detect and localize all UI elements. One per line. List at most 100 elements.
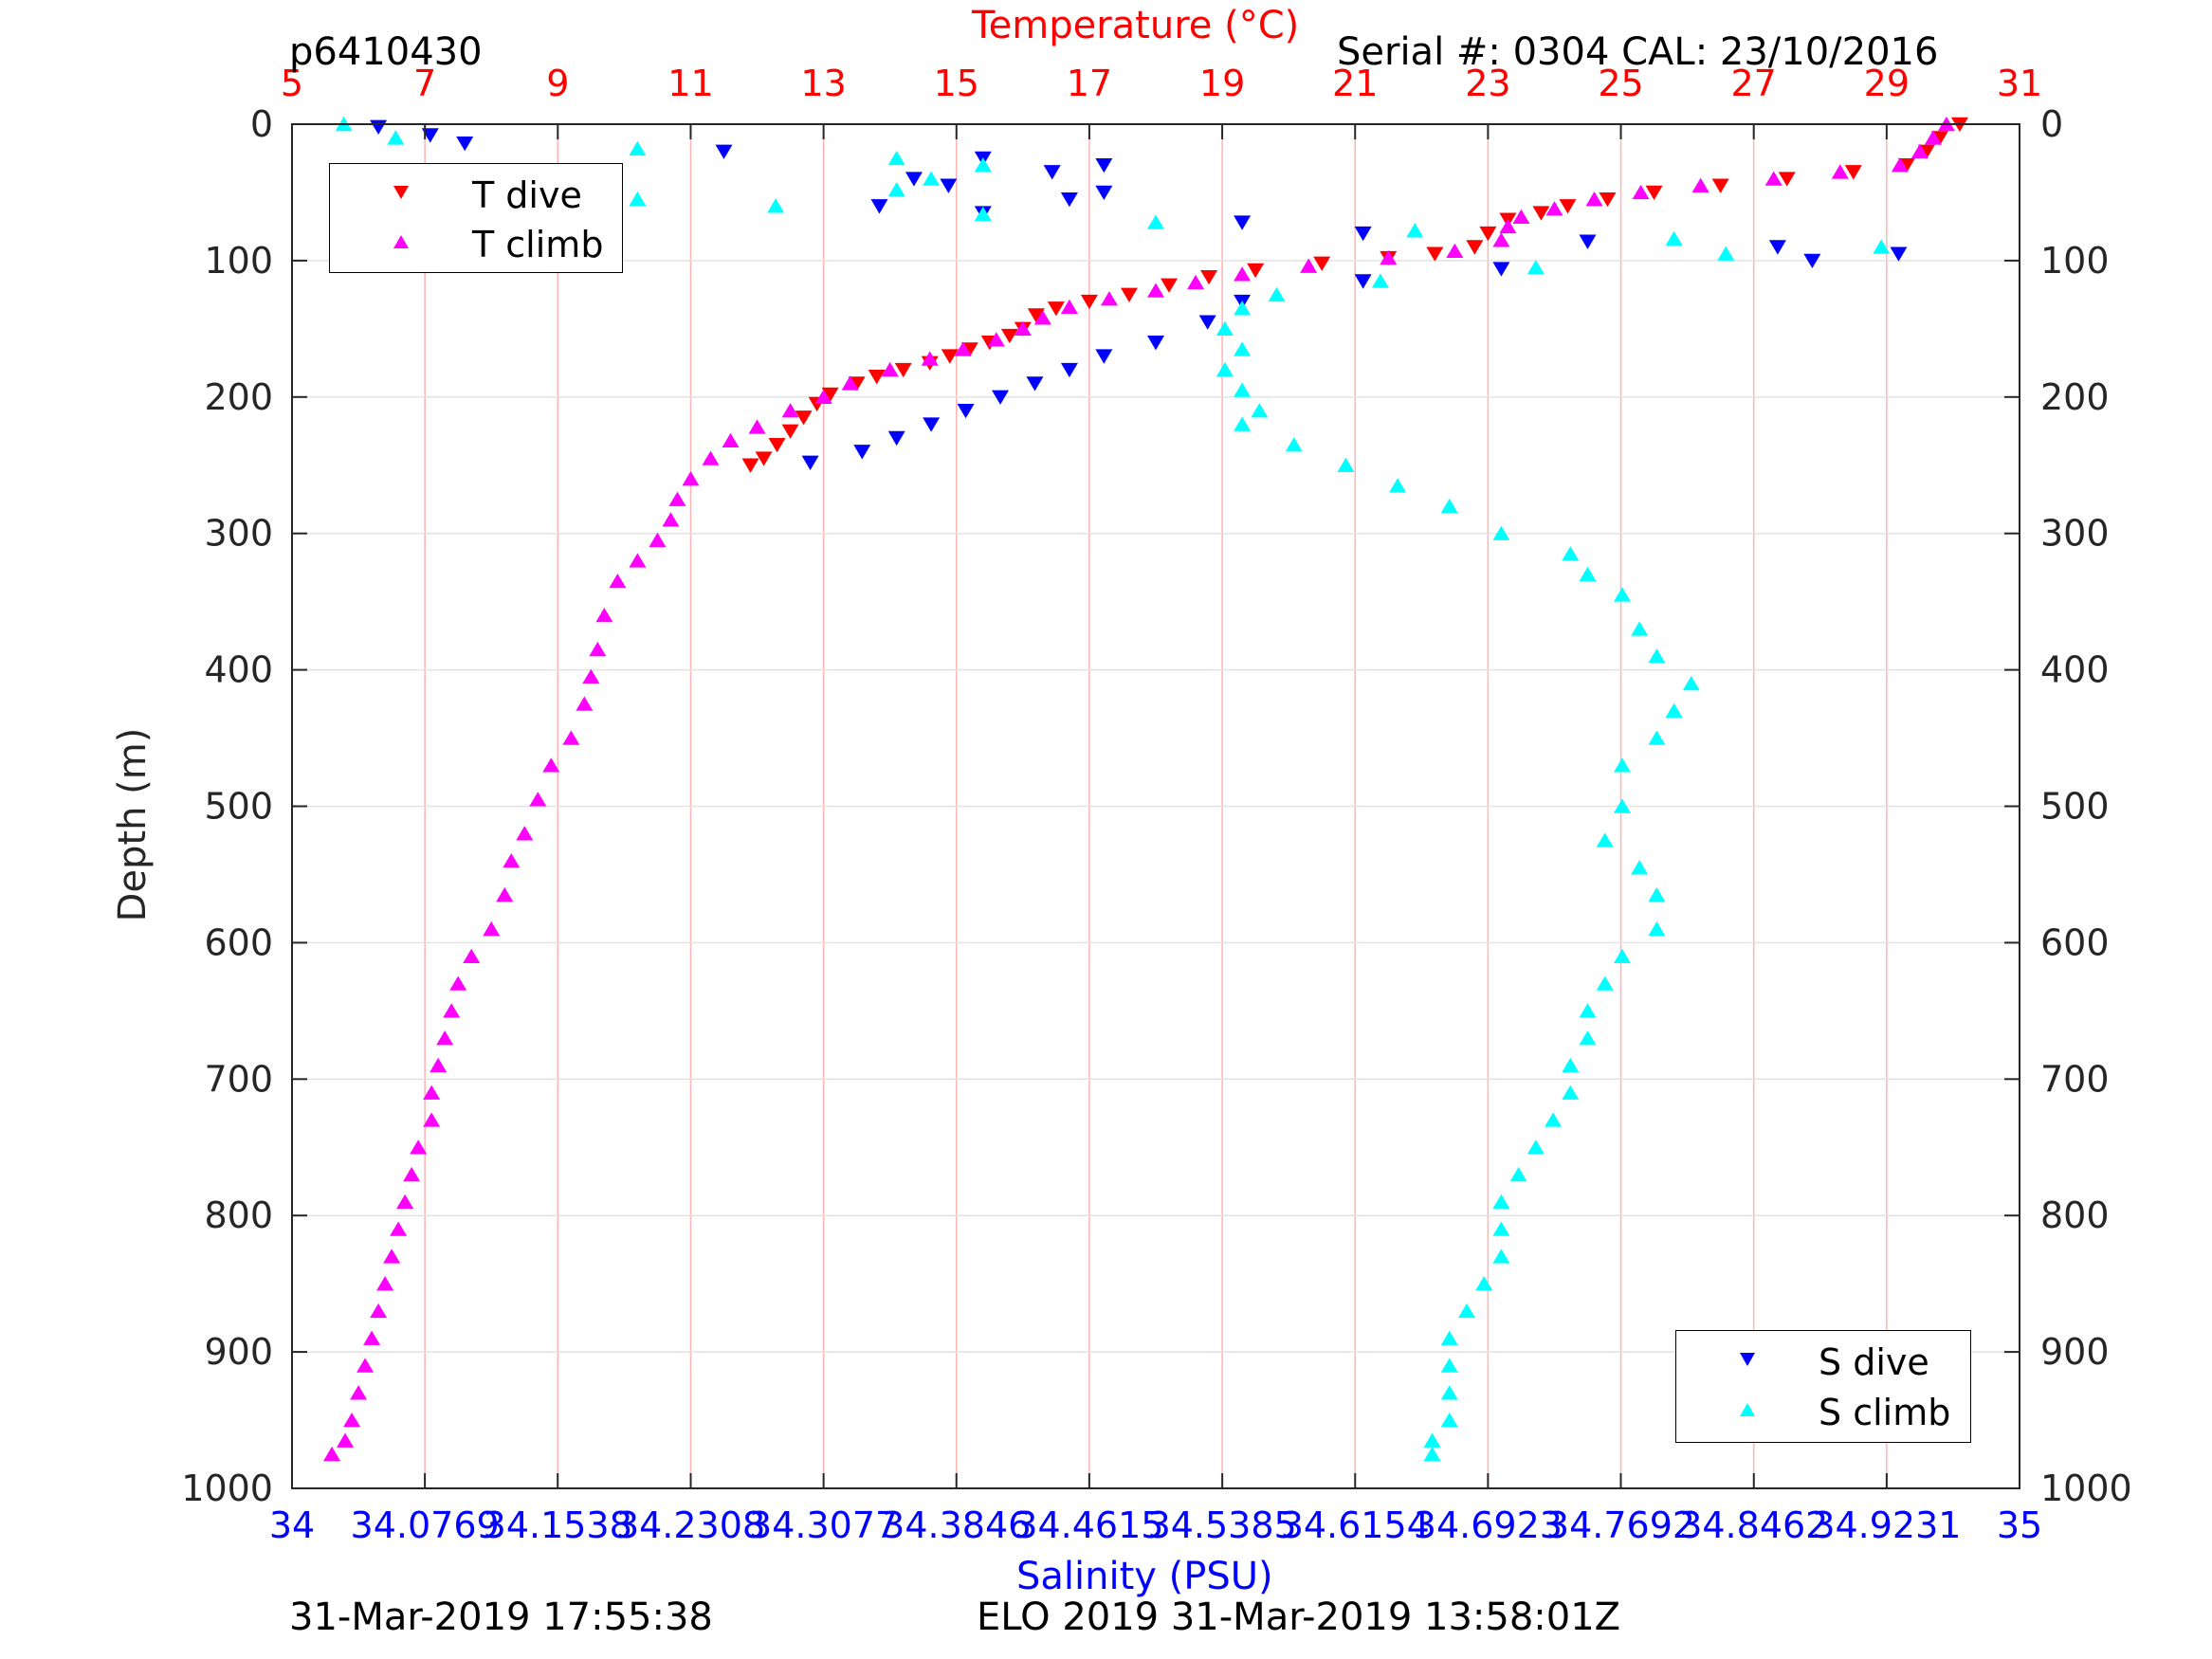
data-point — [795, 410, 813, 426]
data-point — [1475, 1276, 1493, 1291]
depth-tick-label-right: 300 — [2040, 513, 2110, 555]
data-point — [1682, 675, 1700, 691]
data-point — [801, 455, 819, 470]
data-point — [423, 1085, 441, 1100]
data-point — [957, 403, 975, 419]
data-point — [649, 532, 667, 548]
data-point — [423, 1112, 441, 1127]
temperature-tick-label: 15 — [934, 63, 979, 104]
profile-id-label: p6410430 — [289, 30, 483, 74]
data-point — [1545, 1112, 1563, 1127]
data-point — [456, 136, 474, 152]
data-point — [337, 1432, 355, 1448]
data-point — [781, 403, 799, 418]
data-point — [1532, 206, 1550, 221]
salinity-tick-label: 34.3846 — [882, 1504, 1031, 1546]
salinity-tick-label: 34.4615 — [1015, 1504, 1163, 1546]
data-point — [1479, 226, 1497, 242]
timestamp-left: 31-Mar-2019 17:55:38 — [289, 1595, 713, 1639]
data-point — [1492, 1249, 1510, 1264]
serial-cal-label: Serial #: 0304 CAL: 23/10/2016 — [1337, 30, 1939, 74]
data-point — [1216, 361, 1234, 377]
salinity-tick-label: 34.5385 — [1148, 1504, 1297, 1546]
data-point — [463, 948, 481, 963]
data-point — [1873, 239, 1891, 254]
data-point — [1562, 1085, 1580, 1100]
salinity-tick-label: 34.7692 — [1546, 1504, 1695, 1546]
data-point — [1440, 1385, 1458, 1400]
salinity-tick-label: 34.6923 — [1414, 1504, 1563, 1546]
data-point — [1562, 1057, 1580, 1073]
data-point — [887, 430, 905, 447]
data-point — [629, 553, 647, 568]
data-point — [1665, 230, 1683, 246]
salinity-tick-label: 34 — [269, 1504, 315, 1546]
data-point — [1512, 209, 1530, 225]
depth-tick-label-right: 600 — [2040, 921, 2110, 963]
data-point — [376, 1276, 394, 1291]
data-point — [853, 445, 871, 460]
temperature-tick-label: 9 — [546, 63, 569, 104]
data-point — [323, 1446, 341, 1462]
data-point — [1234, 215, 1252, 230]
t-climb-marker-icon — [393, 235, 409, 248]
data-point — [576, 696, 594, 711]
data-point — [1613, 798, 1631, 813]
data-point — [629, 191, 647, 207]
data-point — [992, 390, 1010, 405]
data-point — [1147, 336, 1164, 351]
data-point — [1613, 948, 1631, 963]
depth-tick-label-left: 400 — [204, 649, 273, 691]
data-point — [1095, 157, 1113, 173]
data-point — [1313, 256, 1331, 271]
temperature-legend: T dive T climb — [329, 163, 623, 273]
data-point — [1354, 274, 1372, 289]
data-point — [1648, 648, 1666, 664]
data-point — [356, 1358, 375, 1373]
data-point — [1000, 328, 1018, 344]
data-point — [1768, 240, 1786, 255]
data-point — [1890, 246, 1908, 262]
grid-lines — [291, 123, 2020, 1489]
data-point — [1251, 403, 1269, 418]
data-point — [390, 1221, 408, 1236]
axis-ticks — [291, 123, 2020, 1489]
data-point — [767, 198, 785, 213]
data-point — [383, 1249, 401, 1264]
temperature-tick-label: 21 — [1332, 63, 1378, 104]
data-point — [589, 641, 607, 657]
depth-tick-label-left: 900 — [204, 1331, 273, 1373]
data-point — [841, 375, 859, 391]
temperature-tick-label: 11 — [667, 63, 713, 104]
data-point — [1499, 218, 1517, 234]
data-point — [974, 206, 992, 222]
data-point — [1200, 269, 1218, 285]
data-point — [1440, 1330, 1458, 1345]
data-point — [954, 341, 972, 356]
depth-tick-label-right: 200 — [2040, 376, 2110, 418]
depth-tick-label-right: 800 — [2040, 1194, 2110, 1236]
depth-tick-label-left: 300 — [204, 513, 273, 555]
data-point — [1234, 266, 1252, 282]
data-point — [781, 424, 799, 439]
data-point — [940, 178, 958, 193]
data-point — [350, 1385, 368, 1400]
salinity-tick-label: 34.8462 — [1679, 1504, 1828, 1546]
legend-item-t-climb: T climb — [330, 218, 622, 265]
data-point — [629, 140, 647, 156]
data-point — [1562, 546, 1580, 561]
data-point — [1457, 1303, 1475, 1319]
data-point — [1596, 975, 1614, 991]
data-point — [529, 792, 547, 807]
data-point — [1426, 246, 1444, 262]
data-point — [1596, 832, 1614, 848]
data-point — [1440, 498, 1458, 514]
data-point — [881, 361, 899, 377]
data-point — [1043, 165, 1061, 180]
data-point — [1492, 262, 1510, 277]
tick-labels: 5 7 9 11 13 15 17 19 21 23 25 27 29 31 34 34.076934.153… — [181, 63, 2131, 1546]
data-point — [387, 130, 405, 145]
temperature-tick-label: 25 — [1598, 63, 1643, 104]
data-point — [1631, 860, 1649, 875]
t-dive-marker-icon — [393, 186, 409, 199]
